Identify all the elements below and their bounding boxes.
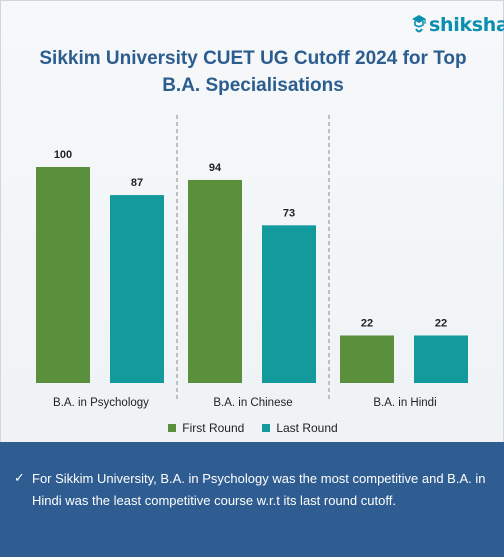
legend-swatch-first-round [168, 424, 177, 432]
chart-title-line-2: B.A. Specialisations [162, 75, 344, 96]
bar-last-round-b-a-in-hindi [414, 335, 468, 383]
bar-first-round-b-a-in-chinese [188, 179, 242, 383]
bar-last-round-b-a-in-psychology [110, 195, 164, 383]
category-label-b-a-in-psychology: B.A. in Psychology [53, 397, 149, 409]
category-label-b-a-in-chinese: B.A. in Chinese [213, 397, 292, 409]
footer-note: ✓ For Sikkim University, B.A. in Psychol… [14, 468, 494, 512]
footer-note-text: For Sikkim University, B.A. in Psycholog… [32, 471, 486, 508]
data-label-last-round-b-a-in-psychology: 87 [131, 177, 143, 189]
data-label-last-round-b-a-in-hindi: 22 [435, 317, 447, 329]
footer-note-panel: ✓ For Sikkim University, B.A. in Psychol… [0, 442, 504, 557]
legend-label-first-round: First Round [182, 421, 245, 435]
bar-last-round-b-a-in-chinese [262, 225, 316, 383]
brand-logo: shiksha [411, 13, 504, 37]
chart-legend: First Round Last Round [1, 421, 504, 435]
data-label-first-round-b-a-in-hindi: 22 [361, 317, 373, 329]
legend-item-last-round: Last Round [262, 421, 338, 435]
brand-name: shiksha [429, 14, 504, 36]
chart-title: Sikkim University CUET UG Cutoff 2024 fo… [1, 45, 504, 99]
graduation-cap-icon [411, 13, 427, 37]
bar-first-round-b-a-in-psychology [36, 167, 90, 383]
data-label-first-round-b-a-in-psychology: 100 [54, 149, 72, 161]
legend-item-first-round: First Round [168, 421, 244, 435]
bar-chart: 100 87 B.A. in Psychology 94 73 B.A. in Chine… [36, 115, 468, 409]
legend-swatch-last-round [262, 424, 271, 432]
legend-label-last-round: Last Round [276, 421, 338, 435]
data-label-first-round-b-a-in-chinese: 94 [209, 162, 222, 174]
checkmark-icon: ✓ [14, 471, 25, 486]
bar-first-round-b-a-in-hindi [340, 335, 394, 383]
chart-title-line-1: Sikkim University CUET UG Cutoff 2024 fo… [39, 48, 467, 69]
data-label-last-round-b-a-in-chinese: 73 [283, 207, 295, 219]
category-label-b-a-in-hindi: B.A. in Hindi [373, 397, 436, 409]
